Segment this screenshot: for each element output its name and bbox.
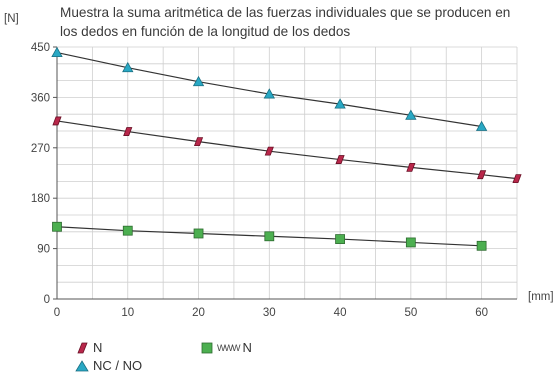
parallelogram-data-point xyxy=(477,170,487,180)
square-data-point xyxy=(122,225,133,236)
square-data-point xyxy=(335,234,345,244)
x-tick-label: 10 xyxy=(121,307,134,319)
square-data-point xyxy=(405,237,416,248)
legend-diamond-marker-icon xyxy=(77,342,88,353)
square-data-point xyxy=(193,228,204,239)
legend-item-n: N xyxy=(75,340,102,355)
y-tick-label: 180 xyxy=(31,193,50,205)
x-tick-label: 40 xyxy=(334,307,347,319)
parallelogram-data-point xyxy=(52,116,62,126)
triangle-data-point xyxy=(475,120,488,131)
chart-title-line-1: Muestra la suma aritmética de las fuerza… xyxy=(60,5,511,20)
y-tick-label: 360 xyxy=(31,92,50,104)
x-tick-label: 0 xyxy=(54,307,60,319)
parallelogram-data-point xyxy=(406,162,416,172)
square-data-point xyxy=(52,221,62,232)
legend-square-marker-icon xyxy=(201,342,213,353)
legend-label-ncno: NC / NO xyxy=(93,358,143,373)
x-tick-label: 30 xyxy=(263,307,276,319)
triangle-data-point xyxy=(192,75,205,87)
spring-symbol-icon: WWW xyxy=(217,342,241,353)
triangle-data-point xyxy=(405,109,417,120)
square-data-point xyxy=(476,240,487,251)
parallelogram-data-point xyxy=(123,127,133,136)
y-tick-label: 450 xyxy=(31,42,50,54)
chart-title: Muestra la suma aritmética de las fuerza… xyxy=(60,3,555,41)
series-line-diamond xyxy=(56,120,518,180)
y-axis-unit: [N] xyxy=(4,13,19,25)
y-tick-label: 0 xyxy=(44,294,50,306)
parallelogram-data-point xyxy=(264,146,274,156)
x-tick-label: 60 xyxy=(475,307,488,319)
x-tick-label: 20 xyxy=(192,307,205,319)
legend-item-ncno: NC / NO xyxy=(75,358,142,373)
y-tick-label: 270 xyxy=(31,143,50,155)
x-axis-unit: [mm] xyxy=(528,291,554,303)
legend-label-n: N xyxy=(93,340,103,355)
triangle-data-point xyxy=(122,61,134,73)
triangle-data-point xyxy=(334,98,346,109)
parallelogram-data-point xyxy=(193,137,204,147)
y-tick-label: 90 xyxy=(37,244,50,256)
square-data-point xyxy=(264,231,275,242)
x-tick-label: 50 xyxy=(404,307,417,319)
triangle-data-point xyxy=(51,46,63,57)
legend-item-spring-n: WWW N xyxy=(201,340,252,355)
parallelogram-data-point xyxy=(512,174,522,184)
triangle-data-point xyxy=(263,88,275,99)
parallelogram-data-point xyxy=(335,155,345,164)
chart-title-line-2: los dedos en función de la longitud de l… xyxy=(60,24,351,39)
legend-label-spring-n: N xyxy=(242,340,252,355)
legend-triangle-marker-icon xyxy=(75,359,89,371)
